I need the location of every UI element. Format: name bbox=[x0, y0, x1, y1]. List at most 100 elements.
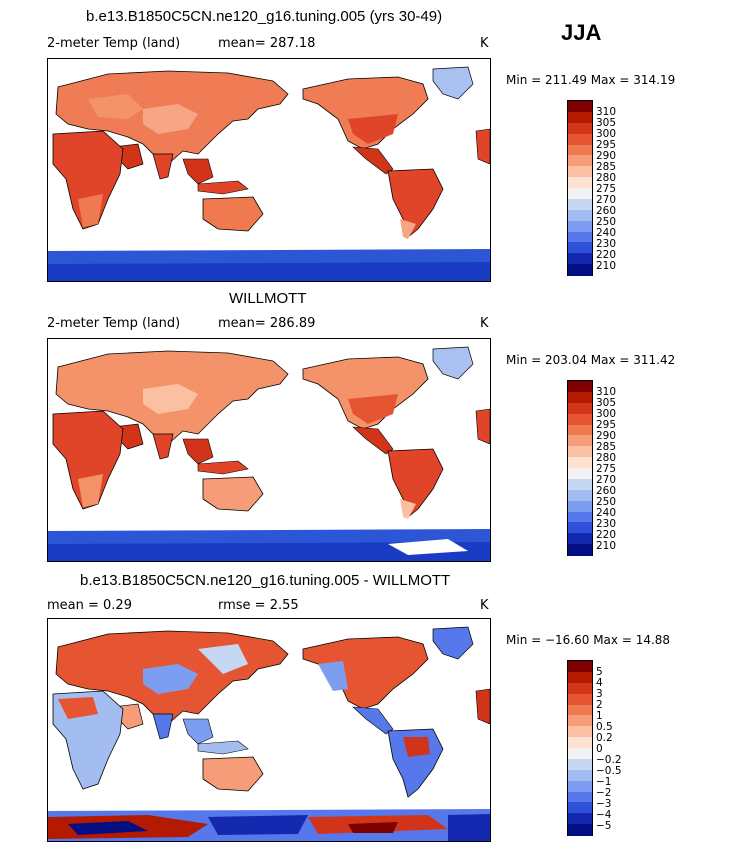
panel3-land bbox=[48, 626, 490, 841]
colorbar-swatch bbox=[568, 824, 592, 836]
cbar3-label: 0.5 bbox=[596, 721, 613, 733]
colorbar-swatch bbox=[568, 813, 592, 825]
panel2-land bbox=[48, 346, 490, 561]
colorbar-swatch bbox=[568, 381, 592, 393]
panel2-colorbar bbox=[567, 380, 593, 556]
colorbar-swatch bbox=[568, 511, 592, 523]
cbar2-label: 275 bbox=[596, 463, 617, 475]
panel1-mean: mean= 287.18 bbox=[218, 36, 316, 51]
colorbar-swatch bbox=[568, 144, 592, 156]
colorbar-swatch bbox=[568, 155, 592, 167]
cbar2-label: 250 bbox=[596, 496, 617, 508]
panel3-map bbox=[47, 618, 491, 842]
colorbar-swatch bbox=[568, 177, 592, 189]
cbar1-label: 210 bbox=[596, 260, 617, 272]
colorbar-swatch bbox=[568, 802, 592, 814]
cbar3-label: −0.2 bbox=[596, 754, 622, 766]
panel3-minmax: Min = −16.60 Max = 14.88 bbox=[506, 633, 671, 647]
panel1-title: b.e13.B1850C5CN.ne120_g16.tuning.005 (yr… bbox=[86, 8, 443, 25]
colorbar-swatch bbox=[568, 231, 592, 243]
panel1-map bbox=[47, 58, 491, 282]
cbar2-label: 310 bbox=[596, 386, 617, 398]
colorbar-swatch bbox=[568, 402, 592, 415]
cbar2-label: 220 bbox=[596, 529, 617, 541]
colorbar-swatch bbox=[568, 791, 592, 803]
colorbar-swatch bbox=[568, 122, 592, 135]
cbar2-label: 305 bbox=[596, 397, 617, 409]
panel3-rmse: rmse = 2.55 bbox=[218, 598, 299, 613]
panel1-colorbar bbox=[567, 100, 593, 276]
colorbar-swatch bbox=[568, 544, 592, 556]
panel2-minmax: Min = 203.04 Max = 311.42 bbox=[506, 353, 676, 367]
colorbar-swatch bbox=[568, 737, 592, 749]
cbar3-label: −3 bbox=[596, 798, 612, 810]
cbar2-label: 270 bbox=[596, 474, 617, 486]
cbar3-label: 0.2 bbox=[596, 732, 613, 744]
cbar1-label: 250 bbox=[596, 216, 617, 228]
cbar3-label: −5 bbox=[596, 820, 612, 832]
cbar2-label: 290 bbox=[596, 430, 617, 442]
cbar3-label: 0 bbox=[596, 743, 603, 755]
cbar3-label: −1 bbox=[596, 776, 612, 788]
colorbar-swatch bbox=[568, 188, 592, 200]
cbar1-label: 280 bbox=[596, 172, 617, 184]
cbar1-label: 305 bbox=[596, 117, 617, 129]
colorbar-swatch bbox=[568, 682, 592, 695]
cbar3-label: −2 bbox=[596, 787, 612, 799]
cbar2-label: 295 bbox=[596, 419, 617, 431]
colorbar-swatch bbox=[568, 242, 592, 254]
colorbar-swatch bbox=[568, 253, 592, 265]
cbar2-label: 240 bbox=[596, 507, 617, 519]
cbar1-label: 230 bbox=[596, 238, 617, 250]
colorbar-swatch bbox=[568, 446, 592, 458]
panel2-units: K bbox=[480, 316, 489, 331]
panel1-minmax: Min = 211.49 Max = 314.19 bbox=[506, 73, 676, 87]
colorbar-swatch bbox=[568, 209, 592, 222]
cbar3-label: 1 bbox=[596, 710, 603, 722]
cbar2-label: 280 bbox=[596, 452, 617, 464]
cbar1-label: 275 bbox=[596, 183, 617, 195]
panel2-mean: mean= 286.89 bbox=[218, 316, 316, 331]
cbar1-label: 290 bbox=[596, 150, 617, 162]
cbar2-label: 300 bbox=[596, 408, 617, 420]
cbar1-label: 285 bbox=[596, 161, 617, 173]
colorbar-swatch bbox=[568, 704, 592, 716]
colorbar-swatch bbox=[568, 424, 592, 436]
cbar1-label: 295 bbox=[596, 139, 617, 151]
colorbar-swatch bbox=[568, 769, 592, 782]
colorbar-swatch bbox=[568, 391, 592, 404]
colorbar-swatch bbox=[568, 661, 592, 673]
cbar2-label: 210 bbox=[596, 540, 617, 552]
panel3-mean: mean = 0.29 bbox=[47, 598, 132, 613]
colorbar-swatch bbox=[568, 198, 592, 211]
panel2-map-svg bbox=[48, 346, 490, 561]
panel3-units: K bbox=[480, 598, 489, 613]
colorbar-swatch bbox=[568, 133, 592, 145]
cbar1-label: 300 bbox=[596, 128, 617, 140]
cbar1-label: 220 bbox=[596, 249, 617, 261]
colorbar-swatch bbox=[568, 264, 592, 276]
colorbar-swatch bbox=[568, 533, 592, 545]
cbar3-label: 4 bbox=[596, 677, 603, 689]
cbar3-label: 5 bbox=[596, 666, 603, 678]
colorbar-swatch bbox=[568, 758, 592, 771]
colorbar-swatch bbox=[568, 435, 592, 447]
colorbar-swatch bbox=[568, 220, 592, 232]
colorbar-swatch bbox=[568, 111, 592, 124]
cbar1-label: 260 bbox=[596, 205, 617, 217]
panel2-map bbox=[47, 338, 491, 562]
colorbar-swatch bbox=[568, 748, 592, 760]
cbar3-label: −4 bbox=[596, 809, 612, 821]
colorbar-swatch bbox=[568, 715, 592, 727]
panel1-land bbox=[48, 66, 490, 281]
panel3-title: b.e13.B1850C5CN.ne120_g16.tuning.005 - W… bbox=[80, 572, 451, 589]
colorbar-swatch bbox=[568, 693, 592, 705]
panel2-variable: 2-meter Temp (land) bbox=[47, 316, 181, 331]
cbar1-label: 270 bbox=[596, 194, 617, 206]
colorbar-swatch bbox=[568, 522, 592, 534]
cbar3-label: 2 bbox=[596, 699, 603, 711]
cbar1-label: 310 bbox=[596, 106, 617, 118]
cbar2-label: 230 bbox=[596, 518, 617, 530]
colorbar-swatch bbox=[568, 468, 592, 480]
cbar1-label: 240 bbox=[596, 227, 617, 239]
